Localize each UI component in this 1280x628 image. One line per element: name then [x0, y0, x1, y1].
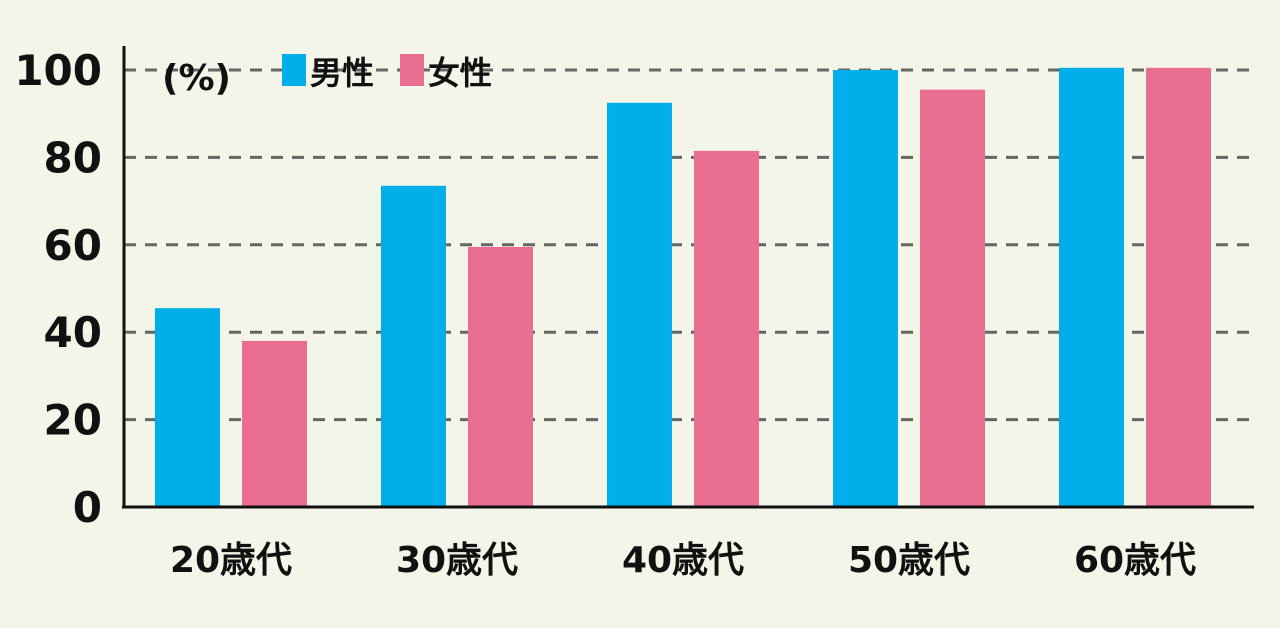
- category-label: 30歳代: [396, 540, 518, 581]
- bar-0-2: [607, 102, 672, 508]
- bar-0-0: [155, 308, 220, 507]
- y-tick-label: 0: [73, 483, 102, 532]
- y-tick-label: 40: [44, 308, 102, 357]
- y-tick-labels: 0 20 40 60 80 100: [14, 46, 102, 532]
- legend-label-1: 女性: [428, 54, 492, 92]
- category-labels: 20歳代 30歳代 40歳代 50歳代 60歳代: [170, 540, 1196, 581]
- category-label: 50歳代: [848, 540, 970, 581]
- category-label: 40歳代: [622, 540, 744, 581]
- bar-1-4: [1146, 67, 1211, 507]
- bar-1-1: [468, 246, 533, 508]
- legend-label-0: 男性: [310, 54, 374, 92]
- bar-1-0: [242, 340, 307, 507]
- y-tick-label: 80: [44, 133, 102, 182]
- y-tick-label: 20: [44, 396, 102, 445]
- category-label: 20歳代: [170, 540, 292, 581]
- bar-1-3: [920, 89, 985, 507]
- legend-swatch-1: [400, 54, 424, 86]
- axes: [122, 46, 1254, 509]
- bar-0-3: [833, 70, 898, 507]
- legend: 男性 女性: [282, 54, 492, 92]
- bar-0-4: [1059, 67, 1124, 507]
- category-label: 60歳代: [1074, 540, 1196, 581]
- unit-label: (%): [162, 58, 231, 99]
- legend-swatch-0: [282, 54, 306, 86]
- bar-1-2: [694, 150, 759, 507]
- y-tick-label: 100: [14, 46, 102, 95]
- bars: [155, 67, 1211, 508]
- y-tick-label: 60: [44, 221, 102, 270]
- bar-0-1: [381, 185, 446, 507]
